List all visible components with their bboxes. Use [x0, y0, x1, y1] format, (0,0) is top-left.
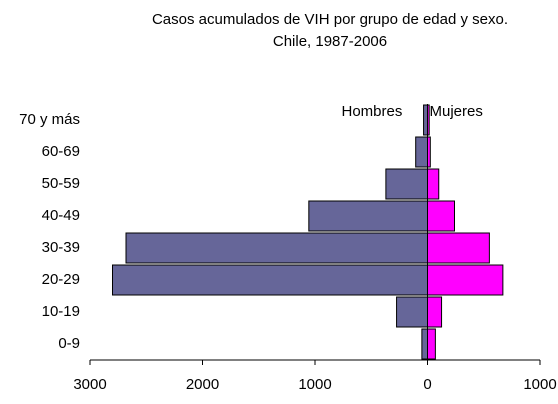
y-tick-label: 40-49 — [42, 207, 80, 224]
x-tick-label: 2000 — [186, 376, 219, 393]
bar — [427, 168, 440, 200]
bar — [427, 200, 455, 232]
bar — [427, 328, 436, 360]
x-tick-label: 1000 — [523, 376, 556, 393]
y-tick-label: 50-59 — [42, 175, 80, 192]
x-tick-label: 0 — [423, 376, 431, 393]
y-tick-label: 30-39 — [42, 239, 80, 256]
bar — [427, 296, 443, 328]
y-tick-label: 20-29 — [42, 271, 80, 288]
bar — [308, 200, 428, 232]
chart-subtitle: Chile, 1987-2006 — [273, 33, 387, 50]
chart-title: Casos acumulados de VIH por grupo de eda… — [152, 11, 508, 28]
bar — [385, 168, 428, 200]
y-tick-label: 10-19 — [42, 303, 80, 320]
bar — [125, 232, 428, 264]
bar — [427, 232, 490, 264]
bar — [427, 264, 504, 296]
bar — [423, 104, 428, 136]
x-tick-label: 1000 — [298, 376, 331, 393]
bar — [112, 264, 428, 296]
legend-label: Mujeres — [430, 103, 483, 120]
y-tick-label: 0-9 — [58, 335, 80, 352]
bar — [421, 328, 428, 360]
bar — [396, 296, 428, 328]
x-tick-label: 3000 — [73, 376, 106, 393]
y-tick-label: 70 y más — [19, 111, 80, 128]
y-tick-label: 60-69 — [42, 143, 80, 160]
bar — [415, 136, 428, 168]
legend-label: Hombres — [342, 103, 403, 120]
